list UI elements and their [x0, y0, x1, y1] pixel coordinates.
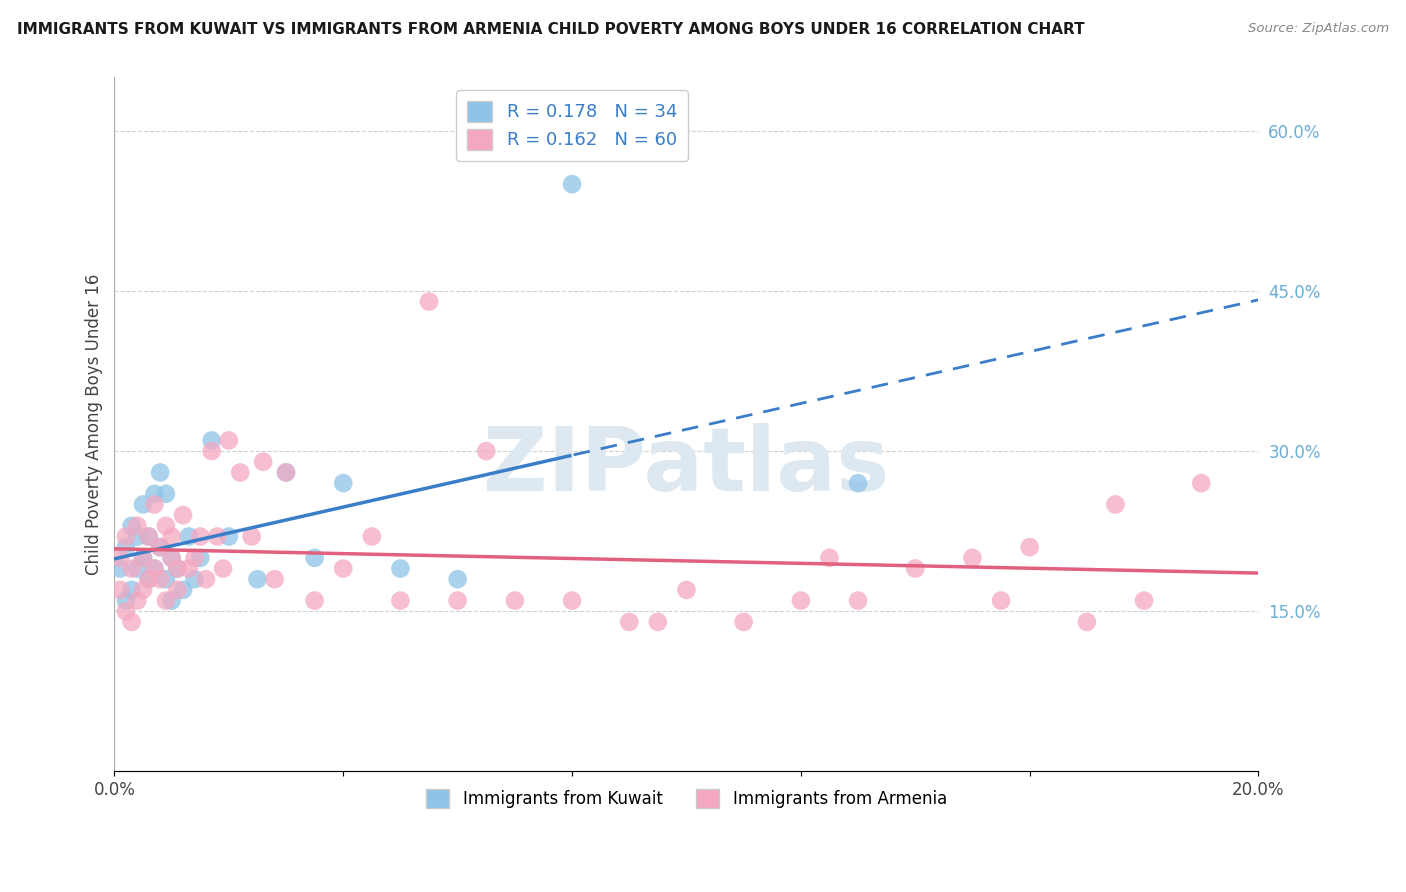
Point — [183, 572, 205, 586]
Point — [138, 529, 160, 543]
Point — [846, 476, 869, 491]
Point — [177, 529, 200, 543]
Point — [201, 434, 224, 448]
Point — [121, 561, 143, 575]
Point — [990, 593, 1012, 607]
Point — [115, 604, 138, 618]
Point — [332, 561, 354, 575]
Point — [121, 518, 143, 533]
Point — [172, 508, 194, 523]
Point — [160, 550, 183, 565]
Point — [155, 572, 177, 586]
Point — [127, 593, 149, 607]
Point — [166, 561, 188, 575]
Point — [138, 572, 160, 586]
Point — [240, 529, 263, 543]
Point — [183, 550, 205, 565]
Point — [418, 294, 440, 309]
Point — [360, 529, 382, 543]
Point — [675, 582, 697, 597]
Point — [115, 593, 138, 607]
Point — [188, 550, 211, 565]
Point — [149, 540, 172, 554]
Point — [962, 550, 984, 565]
Point — [389, 593, 412, 607]
Point — [143, 498, 166, 512]
Legend: Immigrants from Kuwait, Immigrants from Armenia: Immigrants from Kuwait, Immigrants from … — [419, 782, 953, 815]
Point — [188, 529, 211, 543]
Point — [127, 561, 149, 575]
Point — [127, 529, 149, 543]
Point — [138, 529, 160, 543]
Point — [1133, 593, 1156, 607]
Point — [733, 615, 755, 629]
Point — [218, 529, 240, 543]
Point — [561, 593, 583, 607]
Point — [121, 615, 143, 629]
Point — [108, 561, 131, 575]
Point — [332, 476, 354, 491]
Point — [155, 487, 177, 501]
Point — [166, 582, 188, 597]
Point — [155, 518, 177, 533]
Point — [149, 540, 172, 554]
Point — [904, 561, 927, 575]
Point — [446, 572, 468, 586]
Point — [127, 518, 149, 533]
Point — [561, 178, 583, 192]
Point — [115, 529, 138, 543]
Point — [229, 466, 252, 480]
Point — [846, 593, 869, 607]
Point — [194, 572, 217, 586]
Text: IMMIGRANTS FROM KUWAIT VS IMMIGRANTS FROM ARMENIA CHILD POVERTY AMONG BOYS UNDER: IMMIGRANTS FROM KUWAIT VS IMMIGRANTS FRO… — [17, 22, 1084, 37]
Point — [160, 593, 183, 607]
Point — [274, 466, 297, 480]
Point — [818, 550, 841, 565]
Point — [132, 582, 155, 597]
Point — [149, 572, 172, 586]
Point — [143, 487, 166, 501]
Point — [212, 561, 235, 575]
Point — [246, 572, 269, 586]
Point — [252, 455, 274, 469]
Point — [503, 593, 526, 607]
Text: ZIPatlas: ZIPatlas — [484, 423, 890, 509]
Text: Source: ZipAtlas.com: Source: ZipAtlas.com — [1249, 22, 1389, 36]
Point — [207, 529, 229, 543]
Point — [1189, 476, 1212, 491]
Point — [108, 550, 131, 565]
Point — [132, 550, 155, 565]
Point — [475, 444, 498, 458]
Point — [1076, 615, 1098, 629]
Point — [274, 466, 297, 480]
Point — [143, 561, 166, 575]
Point — [304, 593, 326, 607]
Point — [108, 582, 131, 597]
Point — [389, 561, 412, 575]
Point — [121, 582, 143, 597]
Point — [1104, 498, 1126, 512]
Point — [115, 540, 138, 554]
Point — [155, 593, 177, 607]
Point — [177, 561, 200, 575]
Point — [172, 582, 194, 597]
Point — [304, 550, 326, 565]
Point — [218, 434, 240, 448]
Point — [790, 593, 813, 607]
Point — [132, 498, 155, 512]
Point — [1018, 540, 1040, 554]
Point — [263, 572, 285, 586]
Point — [143, 561, 166, 575]
Point — [160, 550, 183, 565]
Point — [201, 444, 224, 458]
Point — [619, 615, 641, 629]
Y-axis label: Child Poverty Among Boys Under 16: Child Poverty Among Boys Under 16 — [86, 274, 103, 575]
Point — [166, 561, 188, 575]
Point — [132, 550, 155, 565]
Point — [647, 615, 669, 629]
Point — [160, 529, 183, 543]
Point — [138, 572, 160, 586]
Point — [149, 466, 172, 480]
Point — [446, 593, 468, 607]
